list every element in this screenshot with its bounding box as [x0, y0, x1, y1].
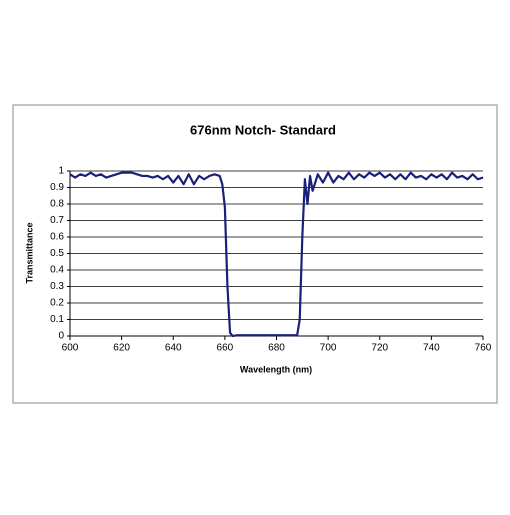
y-tick-label: 0.4: [50, 265, 64, 276]
y-tick-label: 0.2: [50, 298, 64, 309]
x-tick-label: 620: [113, 343, 130, 354]
x-tick-label: 720: [371, 343, 388, 354]
y-tick-label: 0.1: [50, 314, 64, 325]
x-tick-label: 740: [423, 343, 440, 354]
x-tick-label: 600: [62, 343, 79, 354]
x-tick-label: 700: [320, 343, 337, 354]
y-tick-label: 0.5: [50, 248, 64, 259]
y-tick-label: 0: [58, 331, 64, 342]
x-tick-label: 760: [475, 343, 492, 354]
data-line: [69, 171, 484, 338]
x-tick-label: 660: [217, 343, 234, 354]
y-tick-label: 0.8: [50, 199, 64, 210]
x-tick-label: 640: [165, 343, 182, 354]
x-axis-title: Wavelength (nm): [240, 364, 312, 374]
chart-frame: [12, 104, 498, 404]
y-tick-label: 0.7: [50, 215, 64, 226]
y-tick-label: 0.6: [50, 232, 64, 243]
y-axis-title: Transmittance: [24, 222, 34, 283]
x-tick-label: 680: [268, 343, 285, 354]
y-tick-label: 0.9: [50, 182, 64, 193]
chart-title: 676nm Notch- Standard: [190, 122, 336, 137]
y-tick-label: 1: [58, 166, 64, 177]
y-tick-label: 0.3: [50, 281, 64, 292]
